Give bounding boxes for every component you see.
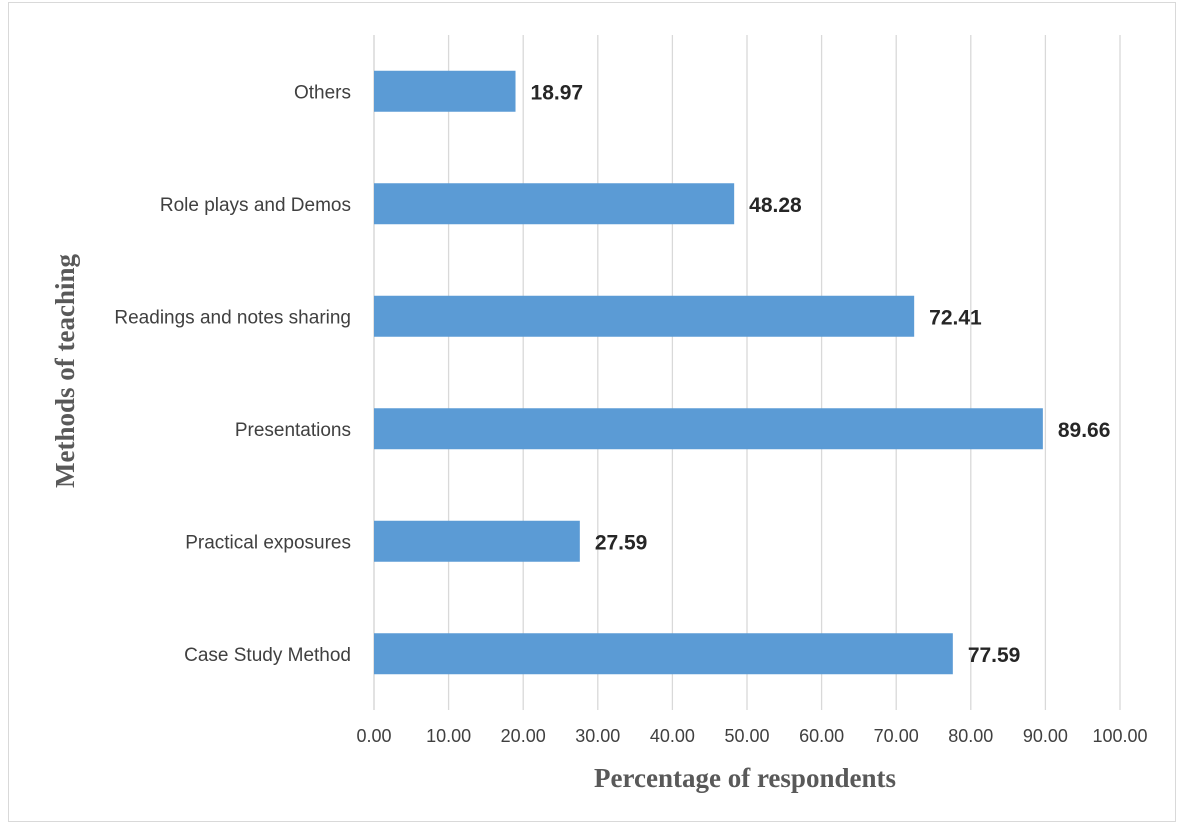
data-labels: 77.59 27.59 89.66 72.41 48.28 18.97 bbox=[531, 81, 1111, 667]
category-label: Role plays and Demos bbox=[160, 195, 351, 216]
bar bbox=[374, 70, 516, 112]
x-tick-label: 80.00 bbox=[948, 726, 993, 746]
bar bbox=[374, 183, 735, 225]
data-label: 27.59 bbox=[595, 531, 648, 554]
category-labels: Case Study Method Practical exposures Pre… bbox=[114, 82, 351, 666]
x-tick-label: 0.00 bbox=[356, 726, 391, 746]
category-label: Case Study Method bbox=[184, 645, 351, 666]
data-label: 77.59 bbox=[968, 644, 1021, 667]
data-label: 72.41 bbox=[929, 306, 982, 329]
x-axis-title: Percentage of respondents bbox=[594, 763, 896, 793]
category-label: Practical exposures bbox=[185, 532, 351, 553]
gridlines bbox=[373, 35, 1121, 710]
bar bbox=[374, 408, 1043, 450]
y-axis-title: Methods of teaching bbox=[50, 254, 80, 488]
bars bbox=[374, 70, 1043, 675]
x-tick-label: 70.00 bbox=[874, 726, 919, 746]
x-tick-label: 100.00 bbox=[1092, 726, 1147, 746]
x-tick-labels: 0.00 10.00 20.00 30.00 40.00 50.00 60.00 70.00 8… bbox=[356, 726, 1147, 746]
x-tick-label: 30.00 bbox=[575, 726, 620, 746]
category-label: Others bbox=[294, 82, 351, 103]
bar bbox=[374, 520, 580, 562]
x-tick-label: 90.00 bbox=[1023, 726, 1068, 746]
x-tick-label: 10.00 bbox=[426, 726, 471, 746]
category-label: Readings and notes sharing bbox=[114, 307, 351, 328]
data-label: 48.28 bbox=[749, 194, 802, 217]
bar bbox=[374, 295, 915, 337]
data-label: 18.97 bbox=[531, 81, 584, 104]
x-tick-label: 60.00 bbox=[799, 726, 844, 746]
x-tick-label: 50.00 bbox=[724, 726, 769, 746]
x-tick-label: 40.00 bbox=[650, 726, 695, 746]
bar bbox=[374, 633, 953, 675]
data-label: 89.66 bbox=[1058, 419, 1111, 442]
x-tick-label: 20.00 bbox=[501, 726, 546, 746]
category-label: Presentations bbox=[235, 420, 351, 441]
